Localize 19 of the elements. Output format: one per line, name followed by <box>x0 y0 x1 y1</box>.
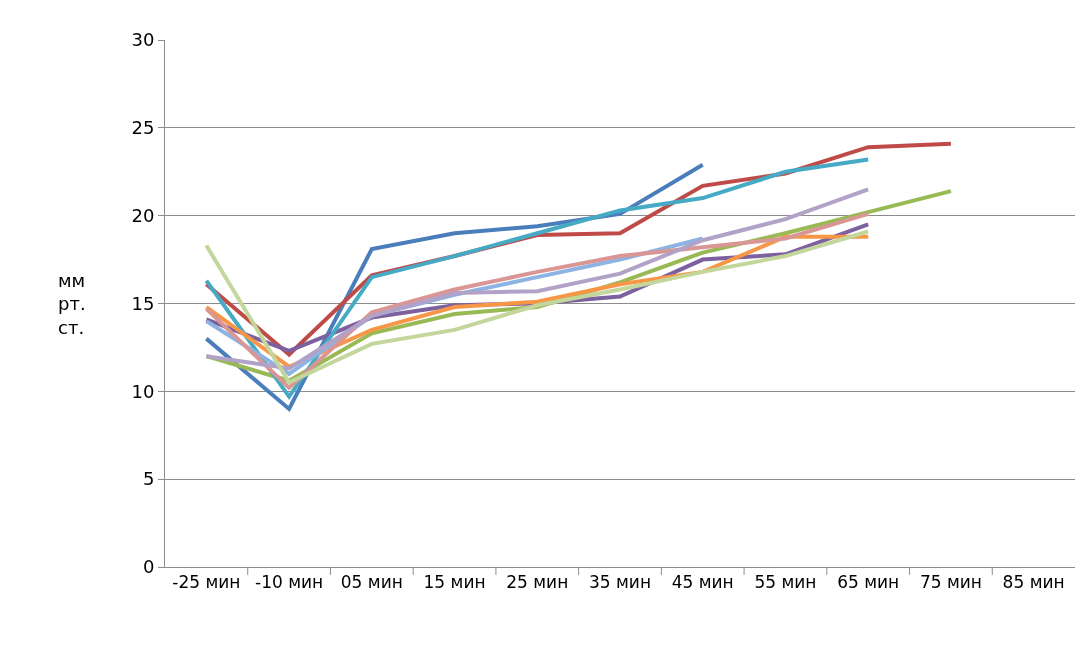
x-tick-label: 35 мин <box>588 572 652 593</box>
y-axis-title: мм рт. ст. <box>58 270 86 338</box>
y-tick-label: 20 <box>131 204 155 226</box>
x-tick-label: 65 мин <box>837 572 900 593</box>
x-tick-label: 55 мин <box>754 572 817 593</box>
x-tick-label: 15 мин <box>423 572 486 593</box>
y-tick-label: 25 <box>131 117 155 139</box>
y-tick-label: 5 <box>142 468 155 490</box>
x-tick-label: 75 мин <box>919 572 982 593</box>
x-tick-label: 85 мин <box>1002 572 1065 593</box>
y-tick-label: 15 <box>131 292 155 314</box>
y-tick-label: 30 <box>131 29 155 51</box>
x-tick-label: -25 мин <box>172 572 241 593</box>
y-tick-label: 10 <box>131 380 155 402</box>
x-tick-label: 45 мин <box>671 572 734 593</box>
x-tick-label: 05 мин <box>340 572 403 593</box>
x-tick-label: 25 мин <box>506 572 569 593</box>
x-tick-label: -10 мин <box>255 572 324 593</box>
y-tick-label: 0 <box>142 556 155 578</box>
